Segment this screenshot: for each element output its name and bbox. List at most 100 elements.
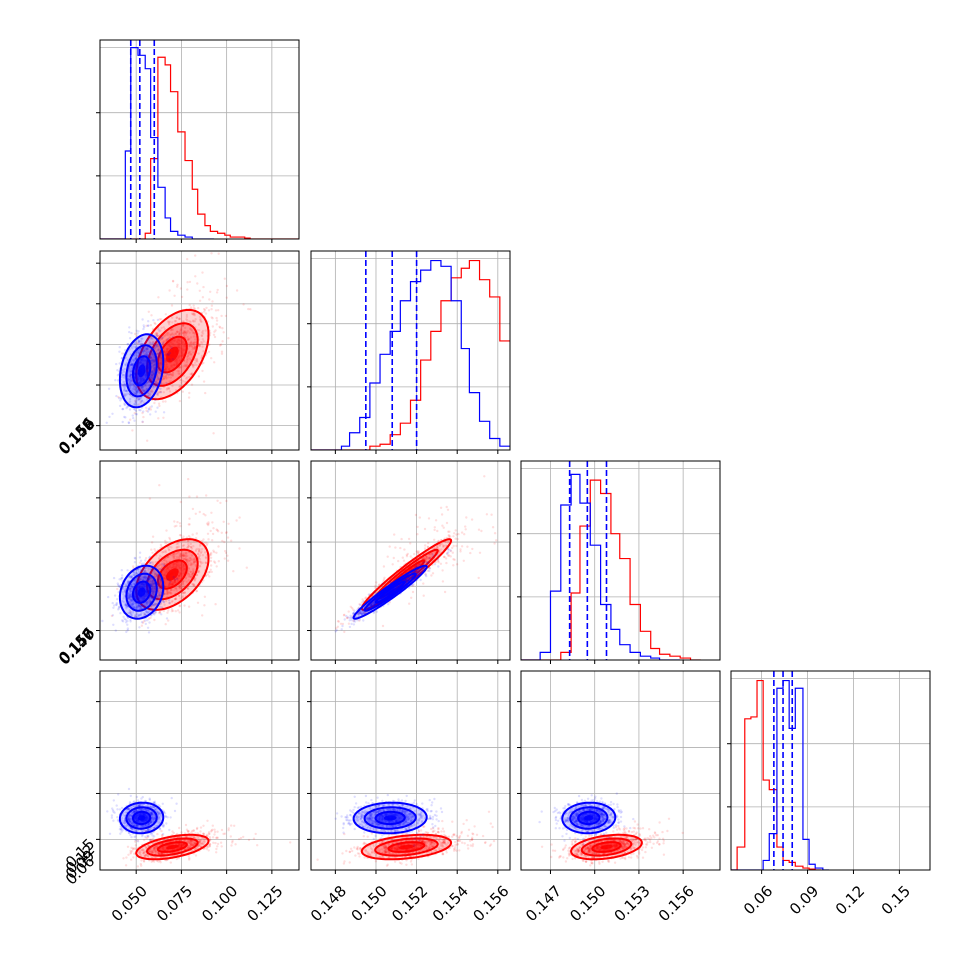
scatter-point bbox=[454, 529, 457, 532]
scatter-point bbox=[171, 555, 174, 558]
scatter-point bbox=[178, 372, 181, 376]
scatter-point bbox=[170, 546, 173, 549]
scatter-point bbox=[138, 604, 141, 608]
scatter-point bbox=[151, 590, 155, 593]
scatter-point bbox=[153, 548, 156, 551]
scatter-point bbox=[117, 608, 120, 611]
scatter-point bbox=[431, 552, 434, 555]
scatter-point bbox=[167, 609, 170, 612]
scatter-point bbox=[153, 572, 157, 575]
scatter-point bbox=[195, 359, 198, 363]
scatter-point bbox=[150, 585, 154, 588]
scatter-point bbox=[179, 584, 183, 587]
scatter-point bbox=[158, 353, 161, 356]
scatter-point bbox=[190, 328, 193, 331]
scatter-point bbox=[187, 573, 191, 576]
scatter-point bbox=[123, 383, 126, 386]
scatter-point bbox=[184, 577, 187, 580]
scatter-point bbox=[148, 601, 151, 605]
scatter-point bbox=[124, 383, 127, 386]
scatter-point bbox=[141, 411, 144, 415]
scatter-point bbox=[127, 378, 130, 381]
scatter-point bbox=[151, 596, 154, 600]
scatter-point bbox=[445, 521, 449, 525]
scatter-point bbox=[160, 335, 163, 339]
scatter-point bbox=[141, 318, 144, 321]
scatter-point bbox=[478, 551, 482, 554]
scatter-point bbox=[125, 393, 128, 397]
scatter-point bbox=[133, 388, 137, 391]
scatter-point bbox=[165, 388, 169, 391]
scatter-point bbox=[188, 495, 191, 498]
scatter-point bbox=[198, 564, 201, 568]
scatter-point bbox=[192, 570, 195, 573]
scatter-point bbox=[120, 569, 124, 572]
scatter-point bbox=[372, 604, 375, 607]
scatter-point bbox=[129, 618, 132, 622]
scatter-point bbox=[158, 563, 161, 566]
scatter-point bbox=[134, 412, 137, 416]
scatter-point bbox=[185, 318, 188, 321]
scatter-point bbox=[147, 320, 150, 323]
scatter-point bbox=[477, 576, 480, 580]
scatter-point bbox=[151, 580, 154, 583]
scatter-point bbox=[452, 544, 455, 548]
scatter-point bbox=[157, 391, 161, 394]
scatter-point bbox=[190, 547, 194, 550]
scatter-point bbox=[132, 602, 135, 605]
scatter-point bbox=[165, 591, 169, 594]
scatter-point bbox=[184, 553, 187, 556]
scatter-point bbox=[144, 575, 147, 578]
scatter-point bbox=[198, 550, 201, 553]
scatter-point bbox=[144, 349, 147, 352]
scatter-point bbox=[154, 573, 157, 576]
scatter-point bbox=[155, 332, 158, 336]
scatter-point bbox=[112, 623, 115, 626]
scatter-point bbox=[159, 390, 163, 393]
scatter-point bbox=[112, 606, 115, 609]
scatter-point bbox=[124, 349, 127, 352]
scatter-point bbox=[168, 323, 171, 326]
scatter-point bbox=[132, 582, 135, 586]
scatter-point bbox=[444, 544, 447, 547]
scatter-point bbox=[132, 573, 135, 576]
contour-blue bbox=[118, 333, 165, 409]
scatter-point bbox=[138, 351, 141, 354]
scatter-point bbox=[169, 588, 173, 591]
scatter-point bbox=[173, 525, 176, 528]
scatter-point bbox=[148, 555, 152, 558]
scatter-point bbox=[158, 594, 161, 597]
scatter-point bbox=[165, 372, 168, 375]
scatter-point bbox=[336, 620, 340, 623]
scatter-point bbox=[129, 598, 132, 601]
scatter-point bbox=[147, 392, 150, 395]
scatter-point bbox=[490, 513, 493, 516]
scatter-point bbox=[178, 587, 181, 590]
scatter-point bbox=[199, 562, 203, 565]
scatter-point bbox=[152, 386, 155, 389]
scatter-point bbox=[151, 585, 154, 588]
scatter-point bbox=[428, 567, 432, 570]
scatter-point bbox=[119, 612, 122, 615]
scatter-point bbox=[190, 372, 194, 375]
scatter-point bbox=[186, 319, 189, 322]
scatter-point bbox=[139, 605, 142, 608]
scatter-point bbox=[422, 567, 425, 571]
scatter-point bbox=[128, 400, 132, 403]
scatter-point bbox=[181, 554, 185, 557]
scatter-point bbox=[179, 385, 182, 388]
scatter-point bbox=[441, 524, 444, 527]
scatter-point bbox=[157, 371, 161, 374]
scatter-point bbox=[135, 397, 139, 400]
scatter-point bbox=[143, 603, 146, 607]
scatter-point bbox=[156, 578, 159, 581]
scatter-point bbox=[178, 332, 181, 335]
scatter-point bbox=[134, 357, 137, 360]
scatter-point bbox=[151, 342, 155, 346]
scatter-point bbox=[195, 589, 199, 593]
scatter-point bbox=[193, 311, 196, 315]
scatter-point bbox=[186, 558, 189, 561]
scatter-point bbox=[150, 548, 153, 551]
scatter-point bbox=[162, 550, 165, 554]
scatter-point bbox=[128, 381, 131, 384]
